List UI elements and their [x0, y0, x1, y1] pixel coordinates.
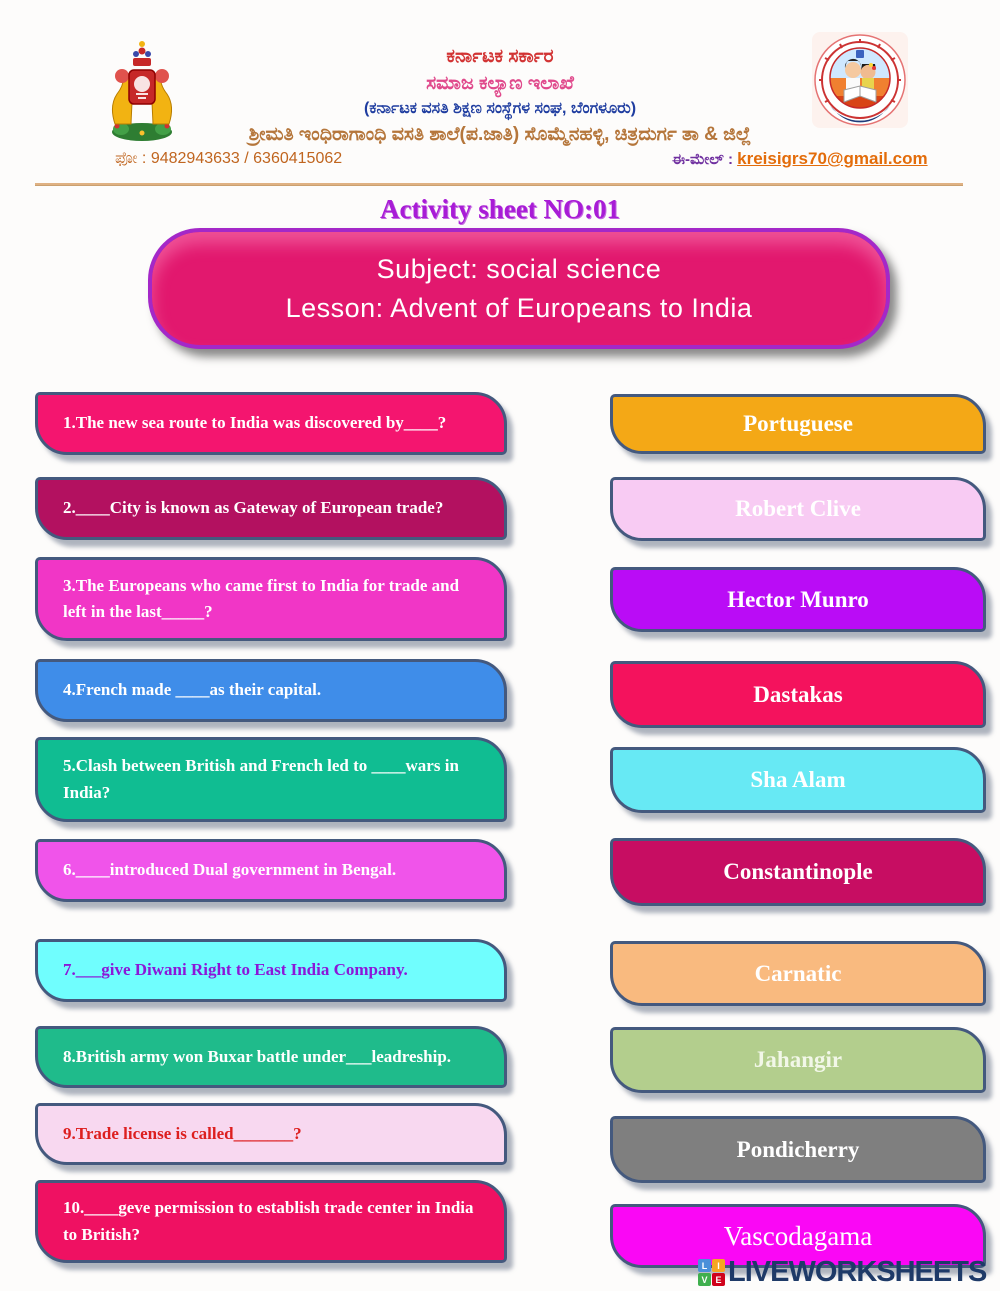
- banner-lesson: Lesson: Advent of Europeans to India: [285, 292, 753, 323]
- email-link[interactable]: kreisigrs70@gmail.com: [737, 149, 928, 168]
- phone-numbers: 9482943633 / 6360415062: [150, 150, 343, 167]
- answer-label: Jahangir: [753, 1047, 843, 1072]
- answer-box-portuguese[interactable]: Portuguese: [610, 394, 986, 454]
- answer-box-carnatic[interactable]: Carnatic: [610, 941, 986, 1006]
- answer-label: Pondicherry: [736, 1136, 860, 1162]
- subject-banner: Subject: social science Lesson: Advent o…: [148, 228, 890, 349]
- school-name: ಶ್ರೀಮತಿ ಇಂಧಿರಾಗಾಂಧಿ ವಸತಿ ಶಾಲೆ(ಪ.ಜಾತಿ) ಸೊ…: [248, 124, 752, 145]
- answer-box-pondicherry[interactable]: Pondicherry: [610, 1116, 986, 1183]
- liveworksheets-logo: L I V E LIVEWORKSHEETS: [698, 1256, 987, 1289]
- question-box-9: 9.Trade license is called_______?: [35, 1103, 507, 1165]
- question-text: 3.The Europeans who came first to India …: [63, 575, 460, 621]
- answer-label: Carnatic: [754, 960, 842, 986]
- question-text: 6.____introduced Dual government in Beng…: [63, 860, 397, 880]
- question-text: 2.____City is known as Gateway of Europe…: [63, 498, 444, 518]
- question-box-8: 8.British army won Buxar battle under___…: [35, 1026, 507, 1088]
- phone-line: ಫೋ : 9482943633 / 6360415062: [115, 150, 342, 168]
- answer-box-vascodagama[interactable]: Vascodagama: [610, 1204, 986, 1268]
- government-name: ಕರ್ನಾಟಕ ಸರ್ಕಾರ: [446, 46, 554, 67]
- question-text: 4.French made ____as their capital.: [63, 680, 322, 700]
- logo-square-i: I: [712, 1259, 725, 1272]
- answer-box-robert-clive[interactable]: Robert Clive: [610, 477, 986, 541]
- school-logo-icon: [812, 32, 908, 133]
- logo-square-e: E: [712, 1273, 725, 1286]
- header-divider: [35, 183, 963, 186]
- answer-label: Hector Munro: [727, 586, 869, 612]
- answer-label: Constantinople: [723, 859, 873, 884]
- email-line: ಈ-ಮೇಲ್ : kreisigrs70@gmail.com: [672, 149, 928, 169]
- answer-box-dastakas[interactable]: Dastakas: [610, 661, 986, 728]
- banner-subject: Subject: social science: [376, 253, 662, 284]
- activity-sheet-title: Activity sheet NO:01: [380, 194, 620, 224]
- answer-box-jahangir[interactable]: Jahangir: [610, 1027, 986, 1093]
- question-text: 1.The new sea route to India was discove…: [63, 413, 447, 433]
- answer-label: Portuguese: [743, 411, 853, 436]
- question-text: 10.____geve permission to establish trad…: [63, 1198, 474, 1244]
- phone-label: ಫೋ :: [115, 150, 147, 167]
- question-box-3: 3.The Europeans who came first to India …: [35, 557, 507, 641]
- liveworksheets-grid-icon: L I V E: [698, 1259, 725, 1286]
- email-label: ಈ-ಮೇಲ್ :: [672, 151, 733, 168]
- karnataka-emblem-icon: [105, 36, 179, 147]
- question-text: 9.Trade license is called_______?: [63, 1123, 302, 1143]
- question-text: 8.British army won Buxar battle under___…: [63, 1046, 452, 1066]
- answer-box-sha-alam[interactable]: Sha Alam: [610, 747, 986, 813]
- society-name: (ಕರ್ನಾಟಕ ವಸತಿ ಶಿಕ್ಷಣ ಸಂಸ್ಥೆಗಳ ಸಂಘ, ಬೆಂಗಳ…: [363, 100, 637, 117]
- answer-label: Vascodagama: [723, 1220, 873, 1251]
- question-box-6: 6.____introduced Dual government in Beng…: [35, 839, 507, 902]
- answer-label: Sha Alam: [750, 767, 846, 792]
- answer-box-constantinople[interactable]: Constantinople: [610, 838, 986, 906]
- logo-square-v: V: [698, 1273, 711, 1286]
- answer-label: Robert Clive: [735, 496, 861, 521]
- answer-label: Dastakas: [753, 681, 843, 707]
- question-text: 5.Clash between British and French led t…: [63, 756, 459, 802]
- question-box-5: 5.Clash between British and French led t…: [35, 737, 507, 822]
- liveworksheets-wordmark: LIVEWORKSHEETS: [728, 1256, 987, 1288]
- question-text: 7.___give Diwani Right to East India Com…: [63, 960, 408, 980]
- question-box-7: 7.___give Diwani Right to East India Com…: [35, 939, 507, 1002]
- answer-box-hector-munro[interactable]: Hector Munro: [610, 567, 986, 632]
- logo-square-l: L: [698, 1259, 711, 1272]
- question-box-1: 1.The new sea route to India was discove…: [35, 392, 507, 455]
- question-box-2: 2.____City is known as Gateway of Europe…: [35, 477, 507, 540]
- question-box-4: 4.French made ____as their capital.: [35, 659, 507, 722]
- question-box-10: 10.____geve permission to establish trad…: [35, 1180, 507, 1263]
- department-name: ಸಮಾಜ ಕಲ್ಯಾಣ ಇಲಾಖೆ: [426, 73, 574, 94]
